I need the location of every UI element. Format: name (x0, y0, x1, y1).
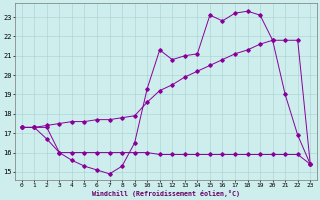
X-axis label: Windchill (Refroidissement éolien,°C): Windchill (Refroidissement éolien,°C) (92, 190, 240, 197)
